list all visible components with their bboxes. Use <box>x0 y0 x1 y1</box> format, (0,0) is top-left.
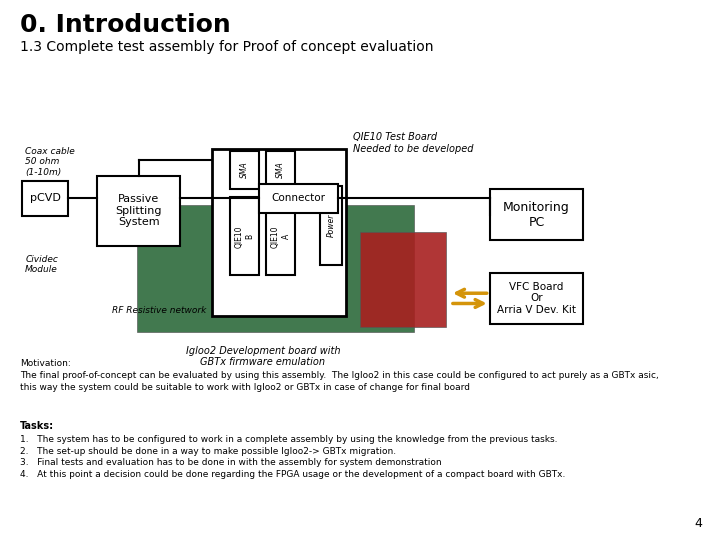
Text: 1.3 Complete test assembly for Proof of concept evaluation: 1.3 Complete test assembly for Proof of … <box>20 40 433 55</box>
Text: 3.   Final tests and evaluation has to be done in with the assembly for system d: 3. Final tests and evaluation has to be … <box>20 458 442 468</box>
Text: Power: Power <box>327 214 336 237</box>
Text: Passive
Splitting
System: Passive Splitting System <box>115 194 162 227</box>
Text: Connector: Connector <box>272 193 325 204</box>
Text: SMA: SMA <box>240 161 249 179</box>
Text: 4.   At this point a decision could be done regarding the FPGA usage or the deve: 4. At this point a decision could be don… <box>20 470 565 480</box>
Text: QIE10
B: QIE10 B <box>235 225 254 247</box>
Text: pCVD: pCVD <box>30 193 60 204</box>
Text: Coax cable
50 ohm
(1-10m): Coax cable 50 ohm (1-10m) <box>25 147 75 177</box>
FancyBboxPatch shape <box>97 176 180 246</box>
Text: SMA: SMA <box>276 161 285 179</box>
Text: Cividec
Module: Cividec Module <box>25 255 58 274</box>
FancyBboxPatch shape <box>490 189 583 240</box>
Text: 4: 4 <box>694 517 702 530</box>
FancyBboxPatch shape <box>360 232 446 327</box>
Text: Igloo2 Development board with
GBTx firmware emulation: Igloo2 Development board with GBTx firmw… <box>186 346 340 367</box>
Text: Motivation:
The final proof-of-concept can be evaluated by using this assembly. : Motivation: The final proof-of-concept c… <box>20 359 659 392</box>
Text: 1.   The system has to be configured to work in a complete assembly by using the: 1. The system has to be configured to wo… <box>20 435 558 444</box>
FancyBboxPatch shape <box>490 273 583 324</box>
Text: Monitoring
PC: Monitoring PC <box>503 201 570 228</box>
FancyBboxPatch shape <box>22 181 68 216</box>
Text: 0. Introduction: 0. Introduction <box>20 14 231 37</box>
FancyBboxPatch shape <box>137 205 414 332</box>
Text: 2.   The set-up should be done in a way to make possible Igloo2-> GBTx migration: 2. The set-up should be done in a way to… <box>20 447 396 456</box>
FancyBboxPatch shape <box>230 197 259 275</box>
Text: VFC Board
Or
Arria V Dev. Kit: VFC Board Or Arria V Dev. Kit <box>497 282 576 315</box>
Text: Tasks:: Tasks: <box>20 421 54 431</box>
FancyBboxPatch shape <box>320 186 342 265</box>
Text: QIE10
A: QIE10 A <box>271 225 290 247</box>
FancyBboxPatch shape <box>212 148 346 316</box>
FancyBboxPatch shape <box>259 184 338 213</box>
FancyBboxPatch shape <box>266 151 295 189</box>
Text: RF Resistive network: RF Resistive network <box>112 306 206 315</box>
FancyBboxPatch shape <box>266 197 295 275</box>
Text: QIE10 Test Board
Needed to be developed: QIE10 Test Board Needed to be developed <box>353 132 473 154</box>
FancyBboxPatch shape <box>230 151 259 189</box>
